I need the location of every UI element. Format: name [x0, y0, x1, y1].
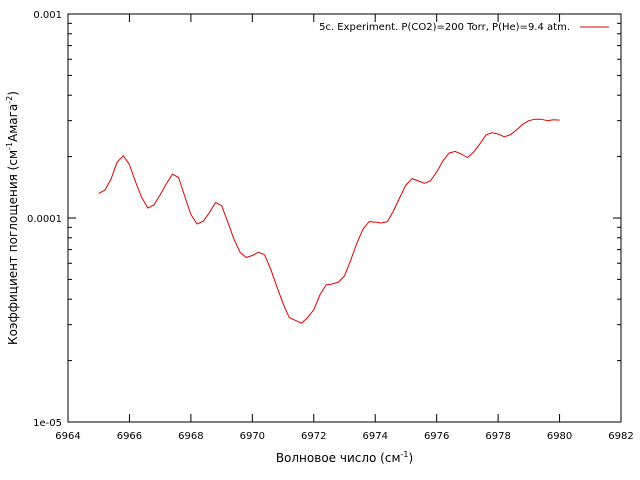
- x-tick-label-6: 6976: [424, 431, 449, 442]
- y-axis-title-sup2: -2: [5, 96, 14, 104]
- x-tick-label-5: 6974: [362, 431, 387, 442]
- series-layer: [98, 118, 560, 324]
- legend: 5c. Experiment. P(CO2)=200 Torr, P(He)=9…: [319, 22, 609, 33]
- y-tick-label-1: 0.0001: [27, 214, 62, 225]
- plot-frame: [67, 13, 622, 423]
- y-tick-label-0: 1e-05: [33, 418, 62, 429]
- x-axis-title-main: Волновое число (см: [276, 451, 401, 465]
- y-axis-title-main: Коэффициент поглощения (см: [6, 150, 20, 345]
- x-axis-title: Волновое число (см-1): [276, 450, 413, 465]
- x-tick-label-1: 6966: [117, 431, 142, 442]
- x-axis-title-tail: ): [408, 451, 413, 465]
- x-tick-label-3: 6970: [240, 431, 265, 442]
- x-tick-label-7: 6978: [485, 431, 510, 442]
- y-axis-title-tail: ): [6, 91, 20, 96]
- y-axis-title-sup1: -1: [5, 142, 14, 150]
- y-tick-label-2: 0.001: [33, 10, 62, 21]
- x-tick-label-4: 6972: [301, 431, 326, 442]
- x-tick-label-9: 6982: [608, 431, 633, 442]
- x-axis-title-sup: -1: [401, 450, 409, 459]
- y-axis-title-mid: Амага: [6, 104, 20, 142]
- legend-label: 5c. Experiment. P(CO2)=200 Torr, P(He)=9…: [319, 22, 570, 33]
- x-tick-label-0: 6964: [55, 431, 80, 442]
- x-tick-label-8: 6980: [547, 431, 572, 442]
- tick-labels: 6964 6966 6968 6970 6972 6974 6976 6978 6980 6982…: [27, 10, 634, 442]
- x-tick-label-2: 6968: [178, 431, 203, 442]
- y-axis-title: Коэффициент поглощения (см-1Амага-2): [5, 91, 20, 345]
- series-line-0: [98, 118, 560, 324]
